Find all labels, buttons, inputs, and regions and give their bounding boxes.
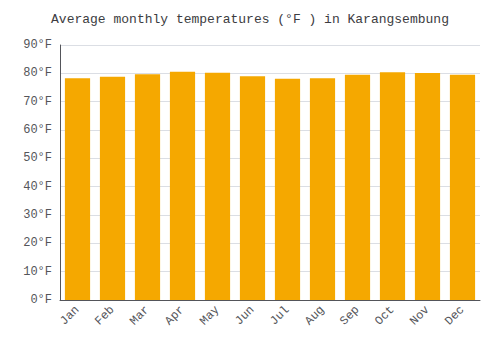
svg-text:30°F: 30°F — [23, 208, 52, 222]
svg-text:Jan: Jan — [57, 303, 82, 328]
svg-text:40°F: 40°F — [23, 180, 52, 194]
svg-text:Feb: Feb — [92, 303, 117, 328]
svg-text:20°F: 20°F — [23, 236, 52, 250]
svg-text:10°F: 10°F — [23, 265, 52, 279]
svg-text:Nov: Nov — [407, 303, 432, 328]
svg-text:60°F: 60°F — [23, 123, 52, 137]
svg-text:Dec: Dec — [442, 303, 467, 328]
svg-text:80°F: 80°F — [23, 66, 52, 80]
svg-text:90°F: 90°F — [23, 38, 52, 52]
svg-text:May: May — [197, 303, 222, 328]
svg-text:Apr: Apr — [162, 303, 187, 328]
svg-text:Average monthly temperatures (: Average monthly temperatures (°F ) in Ka… — [51, 12, 449, 27]
svg-text:0°F: 0°F — [30, 293, 52, 307]
svg-text:70°F: 70°F — [23, 95, 52, 109]
svg-text:50°F: 50°F — [23, 151, 52, 165]
svg-text:Jul: Jul — [267, 303, 292, 328]
svg-text:Sep: Sep — [337, 303, 362, 328]
svg-text:Aug: Aug — [302, 303, 327, 328]
svg-text:Jun: Jun — [232, 303, 257, 328]
svg-text:Oct: Oct — [372, 303, 397, 328]
svg-text:Mar: Mar — [127, 303, 152, 328]
